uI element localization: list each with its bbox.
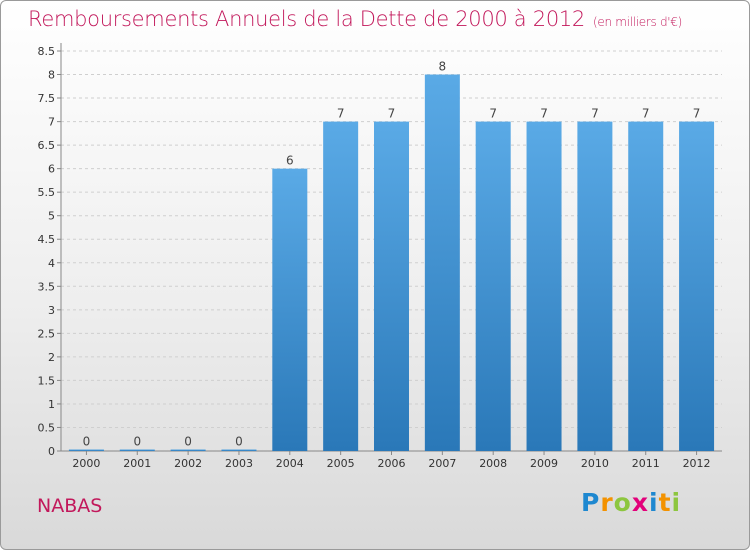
bar bbox=[424, 74, 460, 451]
x-tick-label: 2008 bbox=[479, 457, 507, 470]
data-label: 7 bbox=[642, 107, 650, 121]
y-tick-label: 6 bbox=[48, 163, 55, 176]
x-tick-label: 2005 bbox=[327, 457, 355, 470]
data-label: 6 bbox=[286, 154, 294, 168]
y-tick-label: 3.5 bbox=[38, 280, 56, 293]
x-tick-label: 2012 bbox=[683, 457, 711, 470]
bar bbox=[526, 121, 562, 452]
x-tick-label: 2000 bbox=[72, 457, 100, 470]
logo-letter: r bbox=[600, 488, 614, 517]
data-label: 0 bbox=[184, 435, 192, 449]
data-label: 0 bbox=[83, 435, 91, 449]
data-label: 0 bbox=[235, 435, 243, 449]
data-label: 7 bbox=[337, 107, 345, 121]
y-tick-label: 4.5 bbox=[38, 233, 56, 246]
bar bbox=[374, 121, 409, 452]
data-label: 7 bbox=[591, 107, 599, 121]
y-tick-label: 2.5 bbox=[38, 327, 56, 340]
bar bbox=[221, 449, 257, 451]
bar bbox=[323, 121, 359, 452]
x-tick-label: 2007 bbox=[428, 457, 456, 470]
y-tick-label: 7.5 bbox=[38, 92, 56, 105]
y-tick-label: 3 bbox=[48, 304, 55, 317]
bar bbox=[272, 168, 308, 451]
x-tick-label: 2006 bbox=[378, 457, 406, 470]
y-tick-label: 2 bbox=[48, 351, 55, 364]
title-text: Remboursements Annuels de la Dette de 20… bbox=[28, 7, 585, 31]
y-tick-label: 1 bbox=[48, 398, 55, 411]
logo-letter: t bbox=[658, 488, 672, 517]
bar bbox=[475, 121, 511, 452]
proxiti-logo[interactable]: Proxiti bbox=[581, 488, 681, 517]
x-tick-label: 2009 bbox=[530, 457, 558, 470]
x-tick-label: 2010 bbox=[581, 457, 609, 470]
bar bbox=[119, 449, 155, 451]
y-tick-label: 1.5 bbox=[38, 374, 56, 387]
bar bbox=[68, 449, 104, 451]
place-name: NABAS bbox=[37, 495, 103, 517]
bar bbox=[577, 121, 613, 452]
y-tick-label: 5.5 bbox=[38, 186, 56, 199]
y-tick-label: 7 bbox=[48, 116, 55, 129]
logo-letter: i bbox=[671, 488, 682, 517]
logo-letter: P bbox=[581, 488, 601, 517]
y-tick-label: 8 bbox=[48, 69, 55, 82]
bar bbox=[170, 449, 206, 451]
y-tick-label: 5 bbox=[48, 210, 55, 223]
title-unit: (en milliers d'€) bbox=[593, 15, 683, 29]
chart-title: Remboursements Annuels de la Dette de 20… bbox=[28, 7, 682, 31]
y-tick-label: 8.5 bbox=[38, 45, 56, 58]
x-tick-label: 2011 bbox=[632, 457, 660, 470]
x-tick-label: 2003 bbox=[225, 457, 253, 470]
bar bbox=[679, 121, 715, 452]
logo-letter: x bbox=[631, 488, 649, 517]
y-tick-label: 0 bbox=[48, 445, 55, 458]
y-tick-label: 4 bbox=[48, 257, 55, 270]
data-label: 7 bbox=[388, 107, 396, 121]
data-label: 8 bbox=[439, 60, 447, 74]
logo-letter: o bbox=[613, 488, 632, 517]
logo-letter: i bbox=[649, 488, 659, 517]
x-tick-label: 2001 bbox=[123, 457, 151, 470]
x-tick-label: 2004 bbox=[276, 457, 304, 470]
y-tick-label: 0.5 bbox=[38, 421, 56, 434]
x-tick-label: 2002 bbox=[174, 457, 202, 470]
data-label: 0 bbox=[133, 435, 141, 449]
y-tick-label: 6.5 bbox=[38, 139, 56, 152]
data-label: 7 bbox=[693, 107, 701, 121]
bar bbox=[628, 121, 664, 452]
data-label: 7 bbox=[540, 107, 548, 121]
data-label: 7 bbox=[489, 107, 497, 121]
